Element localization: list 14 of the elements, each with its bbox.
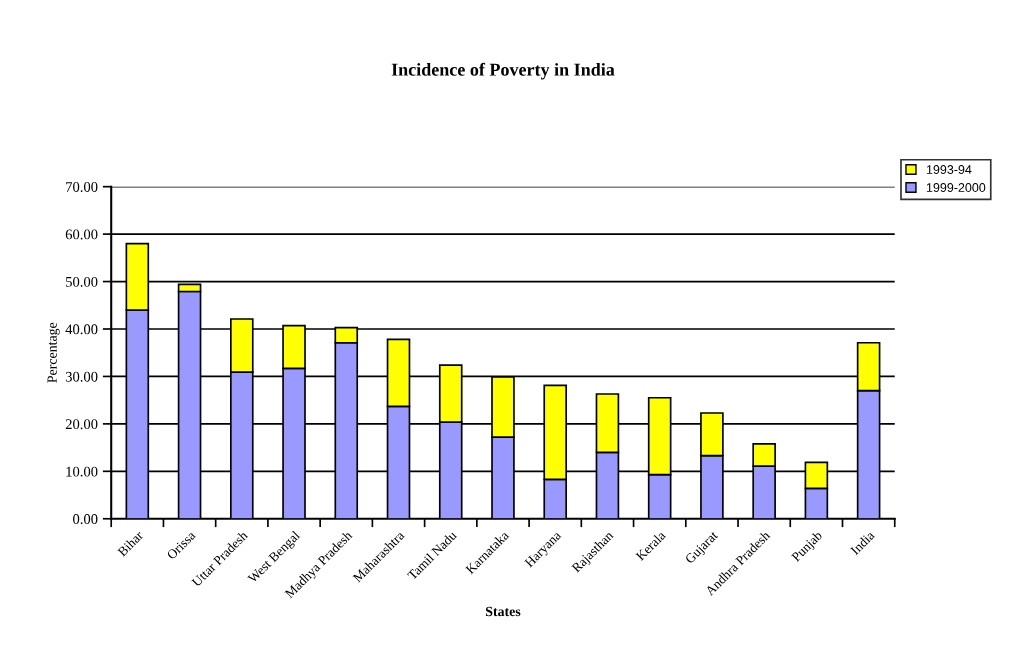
y-tick-label: 40.00 bbox=[65, 324, 98, 335]
chart-title: Incidence of Poverty in India bbox=[391, 62, 615, 80]
y-tick-label: 70.00 bbox=[66, 182, 98, 192]
legend-label: 1999-2000 bbox=[926, 183, 986, 192]
y-tick-label: 20.00 bbox=[65, 419, 98, 430]
y-tick-label: 30.00 bbox=[65, 371, 98, 382]
y-tick-label: 0.00 bbox=[73, 514, 98, 525]
y-axis-title: Percentage bbox=[47, 322, 60, 383]
legend-label: 1993-94 bbox=[926, 165, 972, 174]
y-tick-label: 10.00 bbox=[66, 466, 98, 477]
x-tick-label: India bbox=[849, 530, 876, 556]
x-axis-title: States bbox=[485, 606, 521, 617]
y-tick-label: 60.00 bbox=[65, 229, 98, 240]
y-tick-label: 50.00 bbox=[66, 276, 98, 287]
